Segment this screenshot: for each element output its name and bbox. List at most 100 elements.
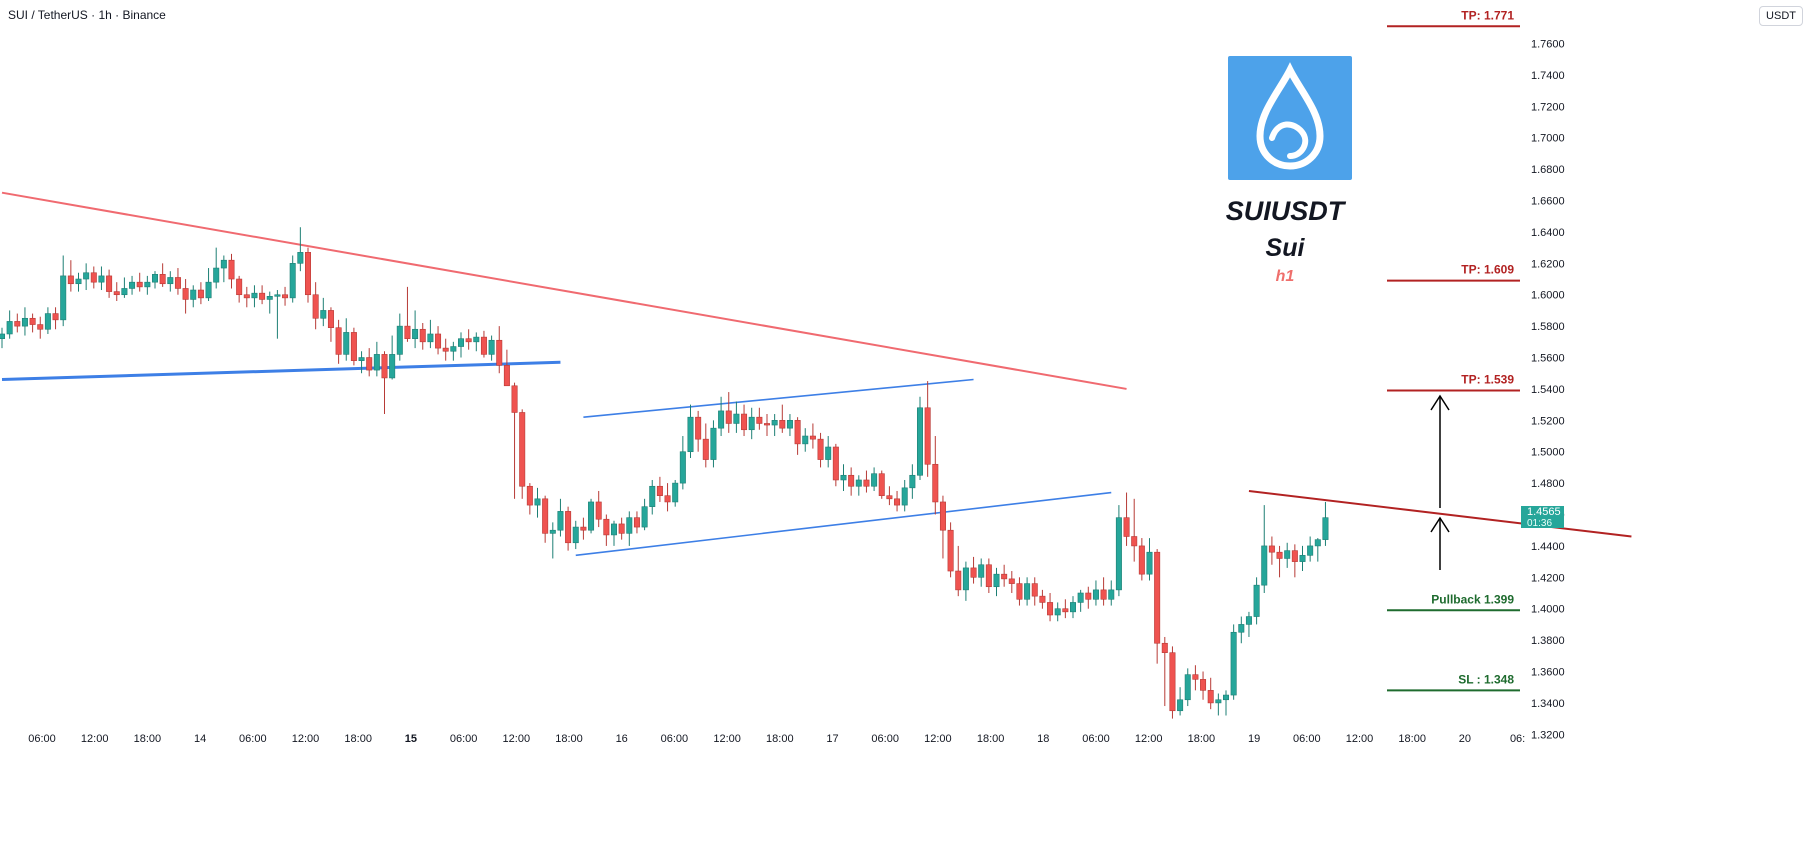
candle: [733, 401, 740, 433]
candle: [993, 567, 1000, 597]
level-label-4: SL : 1.348: [1458, 672, 1514, 686]
time-tick: 18:00: [977, 733, 1005, 745]
candle: [1115, 505, 1122, 597]
time-tick: 19: [1248, 733, 1260, 745]
candle: [1001, 564, 1008, 587]
candle: [848, 467, 855, 496]
candle: [1223, 690, 1230, 716]
candle: [136, 272, 143, 292]
candle: [710, 420, 717, 468]
time-tick: 18:00: [1188, 733, 1216, 745]
time-tick: 20: [1459, 733, 1471, 745]
candle: [863, 470, 870, 493]
candle: [129, 275, 136, 295]
candle: [656, 476, 663, 502]
candle: [924, 381, 931, 477]
currency-selector[interactable]: USDT: [1759, 6, 1803, 26]
price-tick: 1.6600: [1531, 196, 1565, 208]
candle: [75, 272, 82, 292]
time-tick: 12:00: [924, 733, 952, 745]
price-axis: 1.3200 1.3400 1.3600 1.3800 1.4000 1.4200 1.44…: [1531, 39, 1565, 742]
time-tick: 16: [616, 733, 628, 745]
candle: [44, 307, 51, 334]
candle: [565, 506, 572, 551]
price-tick: 1.6400: [1531, 227, 1565, 239]
candle: [213, 247, 220, 289]
candle: [21, 307, 28, 336]
time-tick: 06:00: [661, 733, 689, 745]
candle: [1238, 616, 1245, 644]
candle: [427, 319, 434, 349]
candle: [763, 414, 770, 437]
candle: [1284, 542, 1291, 568]
candle: [894, 490, 901, 512]
time-tick: 06:00: [871, 733, 899, 745]
candle: [947, 522, 954, 578]
candle: [1024, 577, 1031, 606]
candle: [901, 479, 908, 512]
candle: [1062, 599, 1069, 619]
candle: [1016, 577, 1023, 606]
level-label-1: TP: 1.609: [1461, 263, 1514, 277]
candle-layer: [0, 227, 1329, 719]
time-tick: 18:00: [1398, 733, 1426, 745]
candle: [159, 263, 166, 287]
price-tick: 1.7000: [1531, 133, 1565, 145]
candle: [932, 436, 939, 515]
candle: [83, 263, 90, 291]
candle: [14, 313, 21, 333]
candle: [343, 318, 350, 361]
candle: [1200, 671, 1207, 700]
candle: [1131, 498, 1138, 562]
candle: [962, 561, 969, 601]
candle: [511, 382, 518, 499]
candle: [1169, 646, 1176, 719]
candle: [419, 322, 426, 350]
time-tick: 12:00: [1135, 733, 1163, 745]
time-tick: 14: [194, 733, 206, 745]
candle: [6, 310, 13, 339]
candle: [794, 417, 801, 455]
candle: [1008, 571, 1015, 594]
candle: [1268, 536, 1275, 565]
candle: [916, 396, 923, 480]
time-tick: 06:00: [450, 733, 478, 745]
candle: [955, 545, 962, 597]
candle: [1031, 577, 1038, 606]
price-tick: 1.3400: [1531, 698, 1565, 710]
candle: [236, 275, 243, 303]
candle: [350, 327, 357, 366]
candle: [526, 483, 533, 515]
candle: [1070, 596, 1077, 619]
trendline-layer: [1, 191, 1632, 557]
last-price-box: [1521, 506, 1564, 528]
countdown-timer: 01:36: [1527, 518, 1552, 529]
time-tick: 12:00: [503, 733, 531, 745]
price-tick: 1.7200: [1531, 101, 1565, 113]
candle: [480, 330, 487, 358]
last-price-marker: 1.4565 01:36: [1521, 506, 1564, 529]
trendline-1: [1, 360, 561, 382]
candle: [412, 310, 419, 349]
candle: [679, 436, 686, 490]
candle: [503, 349, 510, 387]
candle: [832, 443, 839, 487]
price-tick: 1.3200: [1531, 729, 1565, 741]
candle: [580, 517, 587, 540]
candle: [542, 495, 549, 543]
candle: [373, 341, 380, 377]
symbol-name: Sui: [1265, 234, 1305, 262]
time-tick: 18:00: [766, 733, 794, 745]
time-tick: 12:00: [713, 733, 741, 745]
candle: [779, 404, 786, 433]
time-tick: 18:00: [555, 733, 583, 745]
price-tick: 1.4400: [1531, 541, 1565, 553]
candle: [1314, 538, 1321, 562]
candle: [435, 326, 442, 355]
candle: [121, 277, 128, 298]
candle: [220, 255, 227, 283]
candle: [1192, 665, 1199, 691]
candle: [588, 498, 595, 534]
candle: [664, 483, 671, 512]
